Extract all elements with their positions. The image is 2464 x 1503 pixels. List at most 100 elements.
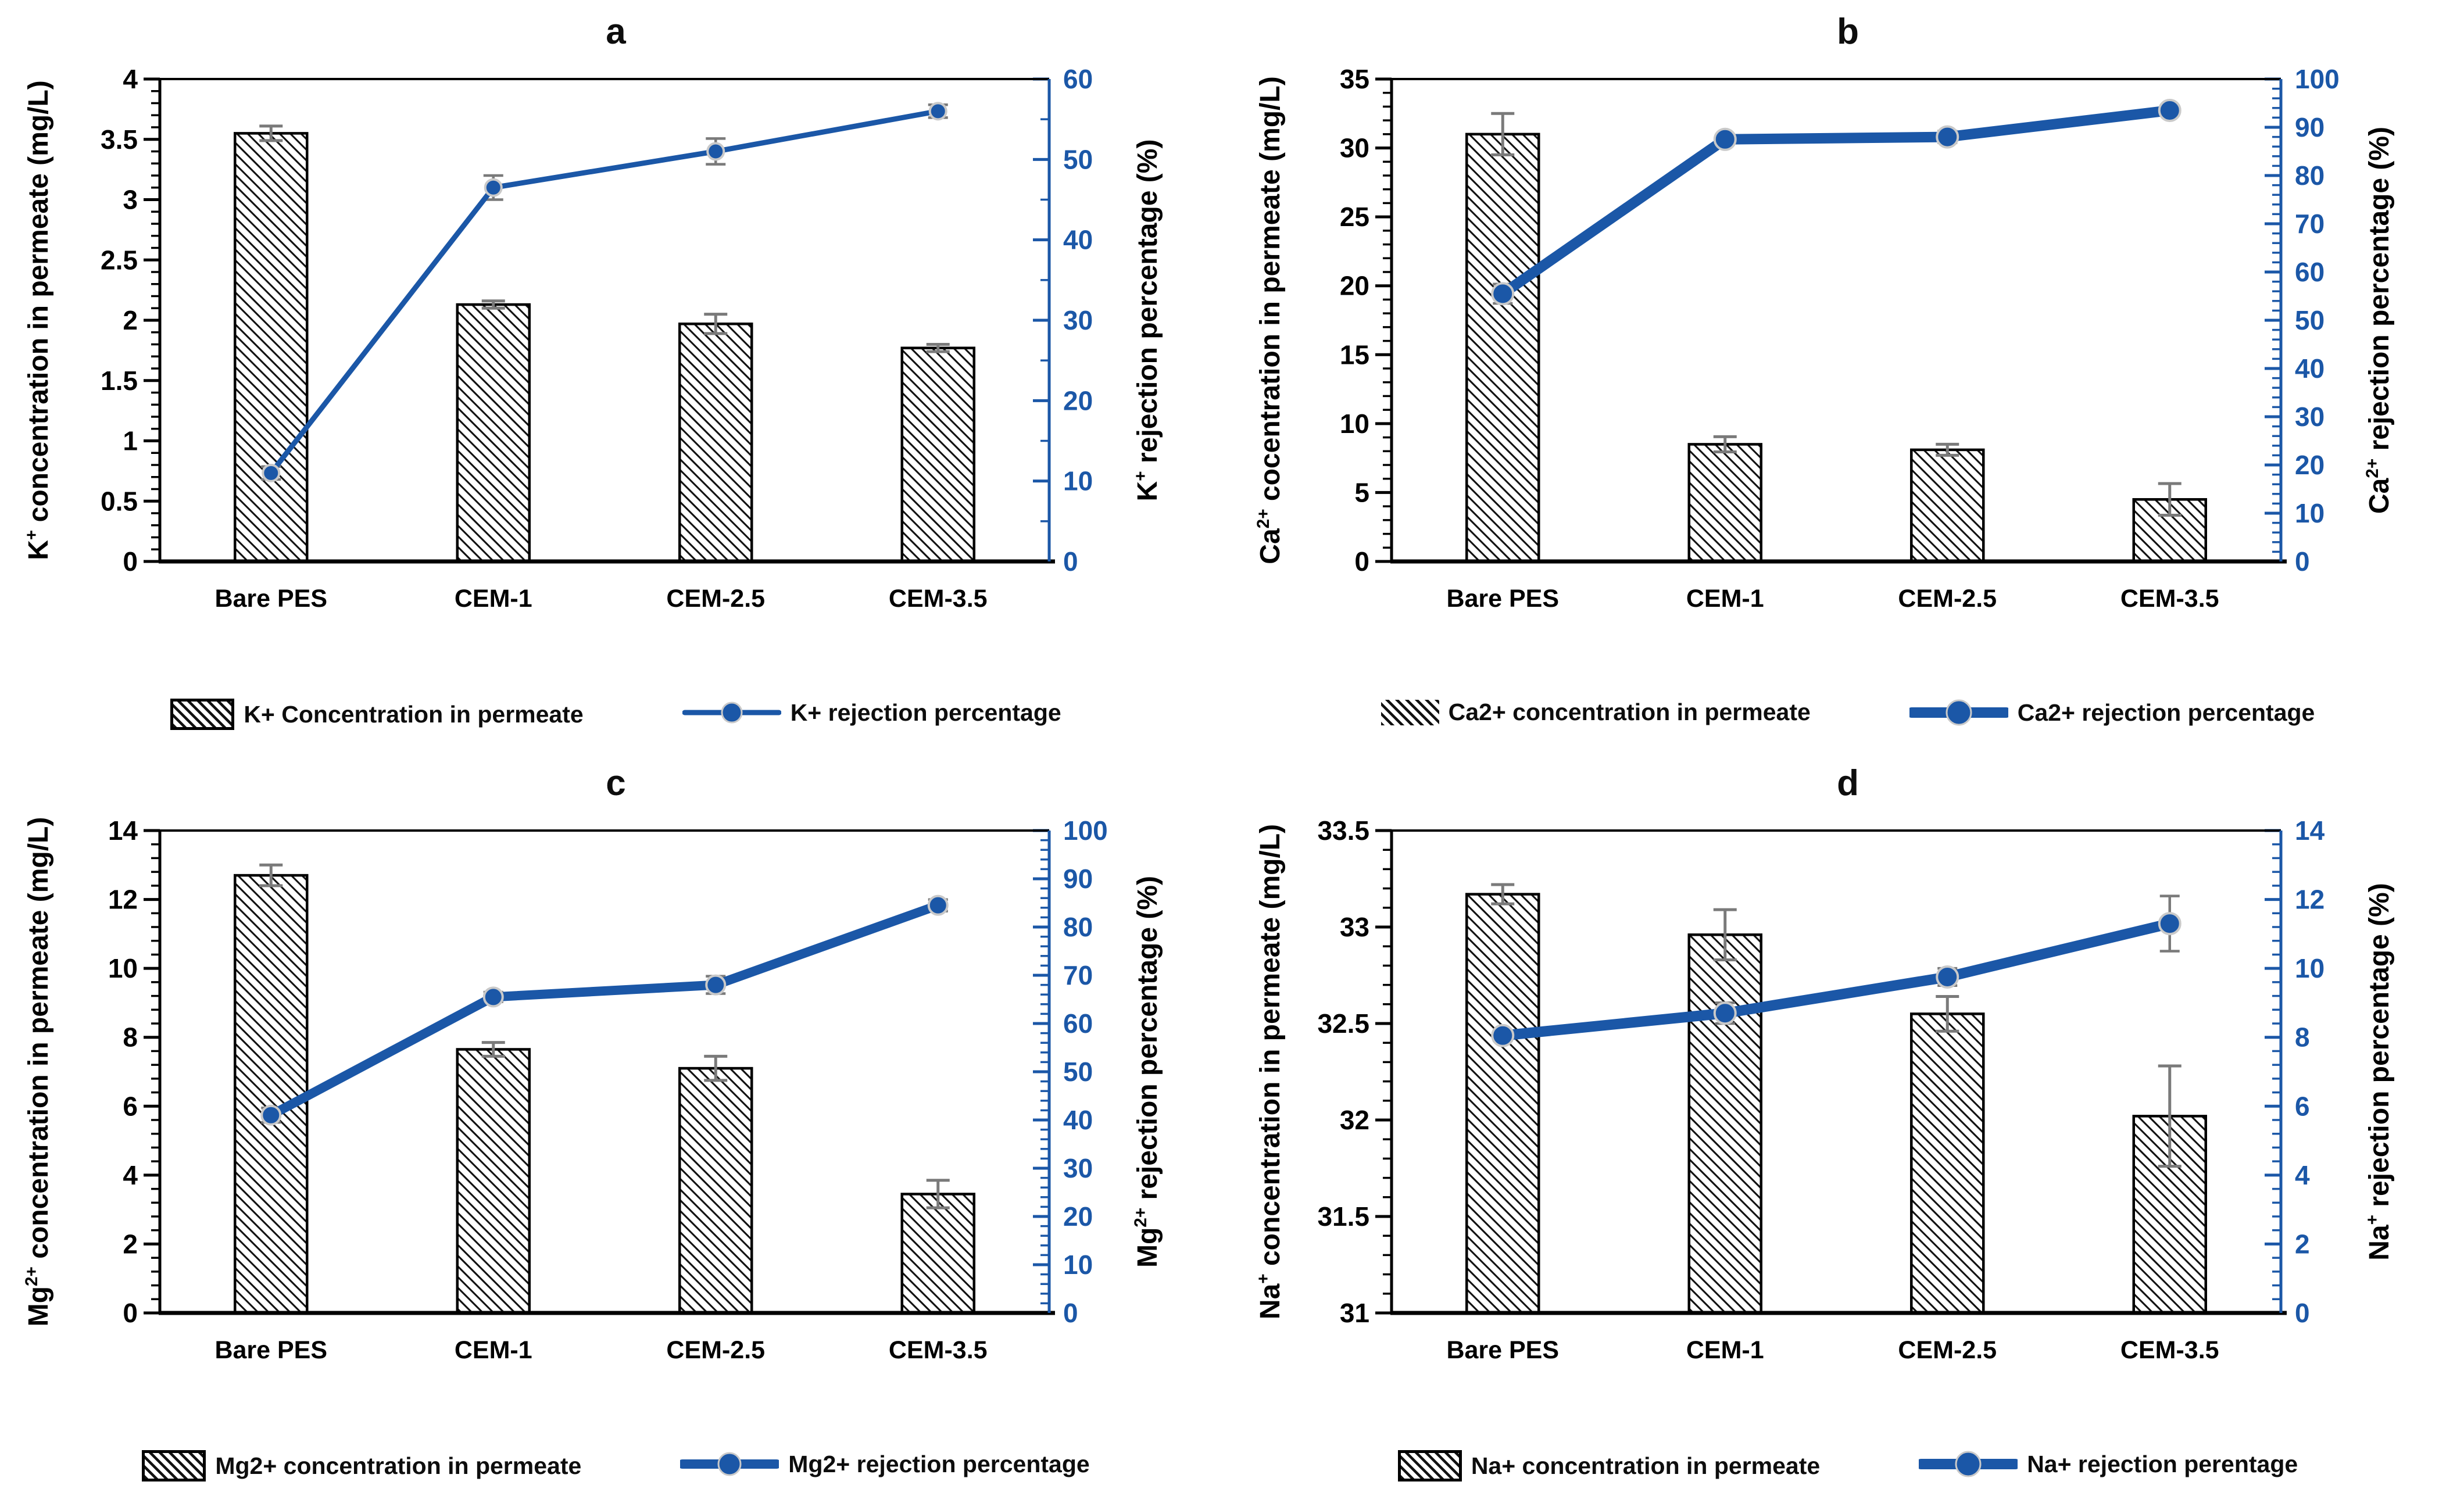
svg-text:CEM-1: CEM-1: [1686, 1336, 1764, 1364]
svg-text:20: 20: [1340, 271, 1369, 301]
svg-text:Bare PES: Bare PES: [214, 585, 327, 613]
svg-text:0: 0: [1063, 1298, 1078, 1328]
panel-c: c 0 2 4 6 8 10 12 14 0 10 20 30 40 50 60 70 80 90 100 Bare …: [0, 752, 1232, 1503]
svg-text:Mg2+ concentration in permeate: Mg2+ concentration in permeate (mg/L): [22, 817, 54, 1327]
svg-text:35: 35: [1340, 64, 1369, 94]
svg-text:90: 90: [2295, 112, 2324, 142]
legend-item-line: K+ rejection percentage: [682, 699, 1061, 727]
panel-d: d 31 31.5 32 32.5 33 33.5 0 2 4 6 8 10 12 14 Bare PES C…: [1232, 752, 2464, 1503]
chart-canvas-mg: 0 2 4 6 8 10 12 14 0 10 20 30 40 50 60 70 80 90 100 Bare PE…: [0, 807, 1232, 1447]
line-marker-swatch: [1906, 699, 2011, 727]
bar-legend-label: K+ Concentration in permeate: [244, 700, 584, 728]
panel-d-letter: d: [1837, 763, 1859, 803]
svg-text:25: 25: [1340, 202, 1369, 232]
svg-text:CEM-1: CEM-1: [455, 1336, 532, 1364]
svg-text:20: 20: [2295, 450, 2324, 480]
svg-text:14: 14: [2295, 815, 2325, 846]
legend-item-bar: Na+ concentration in permeate: [1397, 1450, 1821, 1481]
svg-text:0: 0: [2295, 546, 2310, 577]
svg-text:K+ rejection percentage (%): K+ rejection percentage (%): [1131, 139, 1163, 502]
svg-text:8: 8: [2295, 1022, 2310, 1053]
svg-text:31: 31: [1340, 1298, 1369, 1328]
panel-a: a 0 0.5 1 1.5 2 2.5 3 3.5 4 0 10 20 30 40 50 60 Bare PES…: [0, 0, 1232, 752]
svg-text:10: 10: [1063, 466, 1093, 496]
bar-legend-label: Na+ concentration in permeate: [1471, 1452, 1821, 1479]
svg-text:CEM-2.5: CEM-2.5: [1898, 1336, 1997, 1364]
svg-text:10: 10: [108, 953, 138, 983]
svg-text:CEM-2.5: CEM-2.5: [666, 1336, 765, 1364]
svg-text:Na+ rejection percentage (%): Na+ rejection percentage (%): [2363, 883, 2395, 1261]
svg-text:50: 50: [2295, 305, 2324, 335]
svg-text:CEM-3.5: CEM-3.5: [2120, 585, 2219, 613]
svg-text:1.5: 1.5: [101, 366, 138, 396]
svg-text:2: 2: [123, 305, 138, 335]
svg-text:12: 12: [108, 885, 138, 915]
svg-text:Ca2+ rejection percentage (%): Ca2+ rejection percentage (%): [2363, 127, 2395, 514]
svg-text:33: 33: [1340, 912, 1369, 942]
svg-text:30: 30: [1340, 133, 1369, 163]
svg-text:Bare PES: Bare PES: [214, 1336, 327, 1364]
svg-text:0: 0: [2295, 1298, 2310, 1328]
svg-text:0: 0: [123, 546, 138, 577]
svg-text:100: 100: [2295, 64, 2340, 94]
svg-text:CEM-2.5: CEM-2.5: [1898, 585, 1997, 613]
line-marker-swatch: [682, 699, 782, 727]
legend-item-bar: K+ Concentration in permeate: [170, 699, 584, 730]
svg-text:CEM-1: CEM-1: [1686, 585, 1764, 613]
svg-text:4: 4: [123, 1160, 138, 1190]
line-legend-label: Mg2+ rejection percentage: [788, 1450, 1090, 1477]
svg-text:8: 8: [123, 1022, 138, 1053]
svg-text:100: 100: [1063, 815, 1108, 846]
legend-c: Mg2+ concentration in permeate Mg2+ reje…: [0, 1447, 1232, 1503]
svg-text:33.5: 33.5: [1317, 815, 1369, 846]
legend-item-bar: Ca2+ concentration in permeate: [1381, 699, 1811, 726]
legend-item-bar: Mg2+ concentration in permeate: [142, 1450, 581, 1481]
svg-text:32.5: 32.5: [1317, 1008, 1369, 1039]
chart-canvas-ca: 0 5 10 15 20 25 30 35 0 10 20 30 40 50 60 70 80 90 100 Bare…: [1232, 56, 2463, 695]
bar-legend-label: Mg2+ concentration in permeate: [215, 1452, 582, 1479]
svg-text:6: 6: [123, 1091, 138, 1121]
legend-d: Na+ concentration in permeate Na+ reject…: [1232, 1447, 2464, 1503]
svg-text:10: 10: [2295, 498, 2324, 528]
svg-text:2: 2: [2295, 1229, 2310, 1259]
svg-text:20: 20: [1063, 1201, 1093, 1232]
panel-b-letter: b: [1837, 12, 1859, 52]
svg-text:80: 80: [2295, 160, 2324, 191]
hatched-bar-swatch: [1397, 1450, 1462, 1481]
svg-text:CEM-3.5: CEM-3.5: [889, 585, 988, 613]
hatched-bar-swatch: [170, 699, 235, 730]
panel-b: b 0 5 10 15 20 25 30 35 0 10 20 30 40 50 60 70 80 90 100 Ba…: [1232, 0, 2464, 752]
legend-item-line: Ca2+ rejection percentage: [1906, 699, 2315, 727]
line-marker-swatch: [1916, 1450, 2021, 1478]
line-marker-swatch: [678, 1450, 782, 1478]
svg-text:12: 12: [2295, 885, 2324, 915]
svg-text:10: 10: [1340, 409, 1369, 439]
svg-text:4: 4: [2295, 1160, 2310, 1190]
svg-text:1: 1: [123, 426, 138, 456]
svg-text:40: 40: [1063, 1105, 1093, 1135]
svg-text:70: 70: [2295, 209, 2324, 239]
svg-text:2.5: 2.5: [101, 245, 138, 275]
svg-text:3: 3: [123, 185, 138, 215]
svg-text:10: 10: [1063, 1250, 1093, 1280]
line-legend-label: Ca2+ rejection percentage: [2017, 699, 2315, 726]
svg-text:6: 6: [2295, 1091, 2310, 1121]
svg-text:30: 30: [1063, 1153, 1093, 1183]
panel-c-letter: c: [606, 763, 626, 803]
svg-text:40: 40: [1063, 225, 1093, 255]
legend-item-line: Mg2+ rejection percentage: [678, 1450, 1090, 1478]
svg-text:31.5: 31.5: [1317, 1201, 1369, 1232]
svg-text:14: 14: [108, 815, 138, 846]
svg-text:10: 10: [2295, 953, 2324, 983]
svg-text:Mg2+ rejection percentage (%): Mg2+ rejection percentage (%): [1131, 876, 1163, 1268]
chart-canvas-na: 31 31.5 32 32.5 33 33.5 0 2 4 6 8 10 12 14 Bare PES CEM…: [1232, 807, 2463, 1447]
svg-text:Na+ concentration in permeate: Na+ concentration in permeate (mg/L): [1254, 824, 1286, 1319]
svg-text:3.5: 3.5: [101, 124, 138, 155]
svg-text:4: 4: [123, 64, 138, 94]
svg-text:80: 80: [1063, 912, 1093, 942]
svg-text:30: 30: [1063, 305, 1093, 335]
svg-text:50: 50: [1063, 144, 1093, 174]
svg-text:CEM-2.5: CEM-2.5: [666, 585, 765, 613]
svg-text:60: 60: [1063, 64, 1093, 94]
